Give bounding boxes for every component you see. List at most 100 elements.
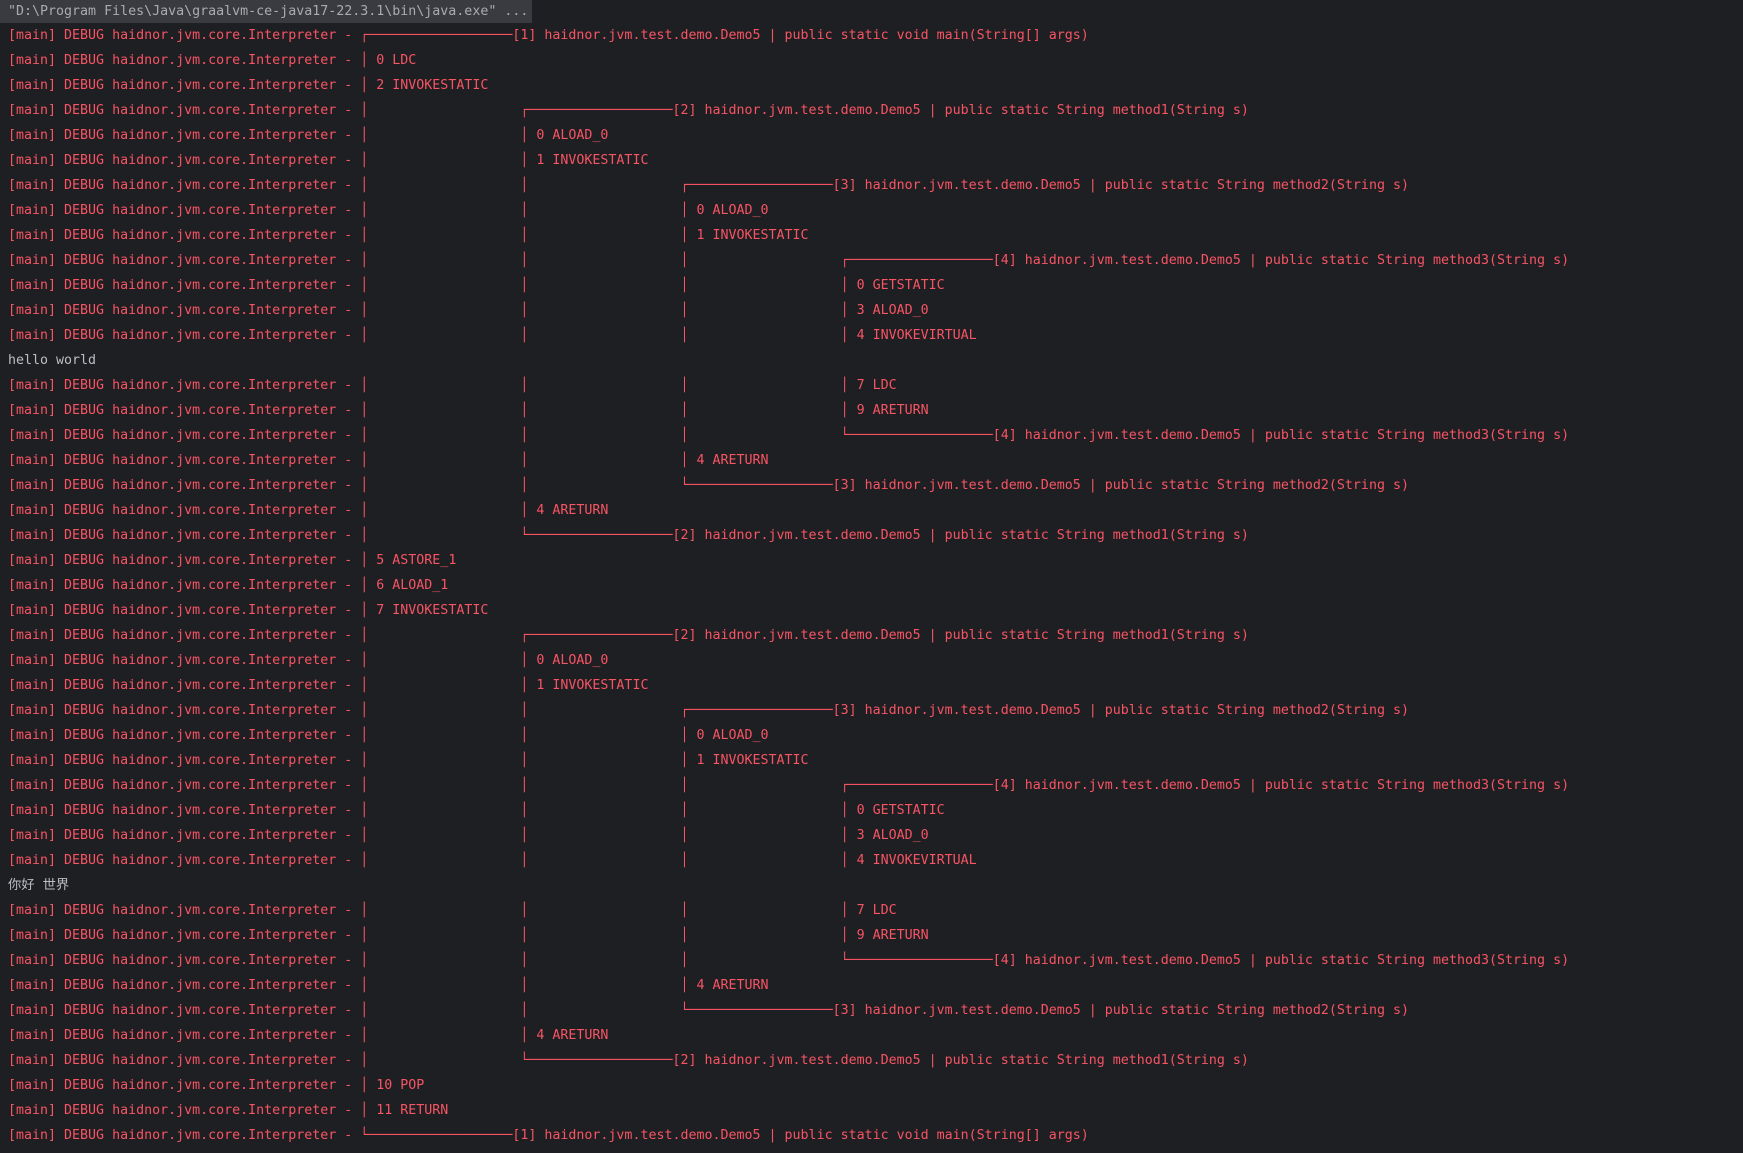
call-tree-guides: │ │: [360, 153, 537, 168]
log-prefix: [main] DEBUG haidnor.jvm.core.Interprete…: [8, 178, 361, 193]
call-tree-guides: │ │ │: [360, 728, 697, 743]
frame-enter-label: [3] haidnor.jvm.test.demo.Demo5 | public…: [832, 178, 1409, 193]
log-prefix: [main] DEBUG haidnor.jvm.core.Interprete…: [8, 503, 361, 518]
bytecode-instruction: 1 INVOKESTATIC: [696, 753, 809, 768]
bytecode-instruction: 9 ARETURN: [856, 403, 929, 418]
log-line: [main] DEBUG haidnor.jvm.core.Interprete…: [8, 1048, 1743, 1073]
log-line: [main] DEBUG haidnor.jvm.core.Interprete…: [8, 548, 1743, 573]
log-prefix: [main] DEBUG haidnor.jvm.core.Interprete…: [8, 228, 361, 243]
call-tree-guides: │ │: [360, 128, 537, 143]
call-tree-guides: │ │ │: [360, 978, 697, 993]
log-line: [main] DEBUG haidnor.jvm.core.Interprete…: [8, 723, 1743, 748]
bytecode-instruction: 5 ASTORE_1: [376, 553, 457, 568]
log-prefix: [main] DEBUG haidnor.jvm.core.Interprete…: [8, 153, 361, 168]
log-prefix: [main] DEBUG haidnor.jvm.core.Interprete…: [8, 653, 361, 668]
log-prefix: [main] DEBUG haidnor.jvm.core.Interprete…: [8, 903, 361, 918]
call-tree-guides: │ ┌──────────────────: [360, 628, 673, 643]
log-line: [main] DEBUG haidnor.jvm.core.Interprete…: [8, 373, 1743, 398]
run-command-line: "D:\Program Files\Java\graalvm-ce-java17…: [0, 0, 533, 23]
call-tree-guides: │ │: [360, 503, 537, 518]
stdout-line: hello world: [8, 353, 97, 368]
call-tree-guides: │ │: [360, 1028, 537, 1043]
call-tree-guides: │ ┌──────────────────: [360, 103, 673, 118]
log-prefix: [main] DEBUG haidnor.jvm.core.Interprete…: [8, 53, 361, 68]
call-tree-guides: │ │ │ └──────────────────: [360, 953, 993, 968]
log-prefix: [main] DEBUG haidnor.jvm.core.Interprete…: [8, 478, 361, 493]
log-prefix: [main] DEBUG haidnor.jvm.core.Interprete…: [8, 678, 361, 693]
frame-exit-label: [3] haidnor.jvm.test.demo.Demo5 | public…: [832, 478, 1409, 493]
bytecode-instruction: 1 INVOKESTATIC: [536, 153, 649, 168]
call-tree-guides: │ │ ┌──────────────────: [360, 703, 833, 718]
bytecode-instruction: 9 ARETURN: [856, 928, 929, 943]
log-prefix: [main] DEBUG haidnor.jvm.core.Interprete…: [8, 253, 361, 268]
log-line: [main] DEBUG haidnor.jvm.core.Interprete…: [8, 948, 1743, 973]
log-prefix: [main] DEBUG haidnor.jvm.core.Interprete…: [8, 528, 361, 543]
log-line: [main] DEBUG haidnor.jvm.core.Interprete…: [8, 23, 1743, 48]
log-line: [main] DEBUG haidnor.jvm.core.Interprete…: [8, 1123, 1743, 1148]
call-tree-guides: │ │ │: [360, 203, 697, 218]
bytecode-instruction: 0 ALOAD_0: [536, 653, 609, 668]
log-line: [main] DEBUG haidnor.jvm.core.Interprete…: [8, 423, 1743, 448]
log-line: [main] DEBUG haidnor.jvm.core.Interprete…: [8, 98, 1743, 123]
call-tree-guides: │ │ └──────────────────: [360, 1003, 833, 1018]
call-tree-guides: │ │ │ ┌──────────────────: [360, 778, 993, 793]
call-tree-guides: │ │ │ │: [360, 928, 857, 943]
log-prefix: [main] DEBUG haidnor.jvm.core.Interprete…: [8, 853, 361, 868]
frame-exit-label: [4] haidnor.jvm.test.demo.Demo5 | public…: [992, 428, 1570, 443]
stdout-line: 你好 世界: [8, 878, 70, 893]
log-line: [main] DEBUG haidnor.jvm.core.Interprete…: [8, 923, 1743, 948]
call-tree-guides: │ │ │ │: [360, 853, 857, 868]
call-tree-guides: ┌──────────────────: [360, 28, 513, 43]
log-prefix: [main] DEBUG haidnor.jvm.core.Interprete…: [8, 328, 361, 343]
bytecode-instruction: 4 ARETURN: [696, 978, 769, 993]
log-line: [main] DEBUG haidnor.jvm.core.Interprete…: [8, 298, 1743, 323]
log-prefix: [main] DEBUG haidnor.jvm.core.Interprete…: [8, 278, 361, 293]
log-line: [main] DEBUG haidnor.jvm.core.Interprete…: [8, 148, 1743, 173]
frame-enter-label: [1] haidnor.jvm.test.demo.Demo5 | public…: [512, 28, 1089, 43]
log-prefix: [main] DEBUG haidnor.jvm.core.Interprete…: [8, 1103, 361, 1118]
bytecode-instruction: 1 INVOKESTATIC: [696, 228, 809, 243]
bytecode-instruction: 0 ALOAD_0: [696, 728, 769, 743]
log-line: [main] DEBUG haidnor.jvm.core.Interprete…: [8, 773, 1743, 798]
log-prefix: [main] DEBUG haidnor.jvm.core.Interprete…: [8, 1028, 361, 1043]
bytecode-instruction: 2 INVOKESTATIC: [376, 78, 489, 93]
log-prefix: [main] DEBUG haidnor.jvm.core.Interprete…: [8, 753, 361, 768]
bytecode-instruction: 4 ARETURN: [536, 1028, 609, 1043]
bytecode-instruction: 4 ARETURN: [536, 503, 609, 518]
log-line: [main] DEBUG haidnor.jvm.core.Interprete…: [8, 498, 1743, 523]
log-line: [main] DEBUG haidnor.jvm.core.Interprete…: [8, 1023, 1743, 1048]
call-tree-guides: │ │ │ │: [360, 903, 857, 918]
call-tree-guides: │ └──────────────────: [360, 1053, 673, 1068]
frame-exit-label: [4] haidnor.jvm.test.demo.Demo5 | public…: [992, 953, 1570, 968]
bytecode-instruction: 11 RETURN: [376, 1103, 449, 1118]
call-tree-guides: │ │ │ │: [360, 328, 857, 343]
log-line: [main] DEBUG haidnor.jvm.core.Interprete…: [8, 598, 1743, 623]
bytecode-instruction: 1 INVOKESTATIC: [536, 678, 649, 693]
log-line: [main] DEBUG haidnor.jvm.core.Interprete…: [8, 648, 1743, 673]
log-line: [main] DEBUG haidnor.jvm.core.Interprete…: [8, 1098, 1743, 1123]
bytecode-instruction: 0 ALOAD_0: [536, 128, 609, 143]
log-line: [main] DEBUG haidnor.jvm.core.Interprete…: [8, 323, 1743, 348]
call-tree-guides: │: [360, 603, 377, 618]
call-tree-guides: │ │ │ └──────────────────: [360, 428, 993, 443]
call-tree-guides: │ │ │ ┌──────────────────: [360, 253, 993, 268]
bytecode-instruction: 3 ALOAD_0: [856, 828, 929, 843]
call-tree-guides: │ │: [360, 653, 537, 668]
log-prefix: [main] DEBUG haidnor.jvm.core.Interprete…: [8, 803, 361, 818]
call-tree-guides: │ │ └──────────────────: [360, 478, 833, 493]
bytecode-instruction: 7 INVOKESTATIC: [376, 603, 489, 618]
call-tree-guides: │ │ │ │: [360, 303, 857, 318]
call-tree-guides: │ │ │ │: [360, 278, 857, 293]
log-line: [main] DEBUG haidnor.jvm.core.Interprete…: [8, 848, 1743, 873]
log-prefix: [main] DEBUG haidnor.jvm.core.Interprete…: [8, 303, 361, 318]
log-prefix: [main] DEBUG haidnor.jvm.core.Interprete…: [8, 203, 361, 218]
log-prefix: [main] DEBUG haidnor.jvm.core.Interprete…: [8, 778, 361, 793]
log-line: [main] DEBUG haidnor.jvm.core.Interprete…: [8, 623, 1743, 648]
bytecode-instruction: 10 POP: [376, 1078, 425, 1093]
call-tree-guides: │ │ │: [360, 453, 697, 468]
log-prefix: [main] DEBUG haidnor.jvm.core.Interprete…: [8, 953, 361, 968]
log-prefix: [main] DEBUG haidnor.jvm.core.Interprete…: [8, 428, 361, 443]
log-line: [main] DEBUG haidnor.jvm.core.Interprete…: [8, 473, 1743, 498]
log-line: [main] DEBUG haidnor.jvm.core.Interprete…: [8, 123, 1743, 148]
